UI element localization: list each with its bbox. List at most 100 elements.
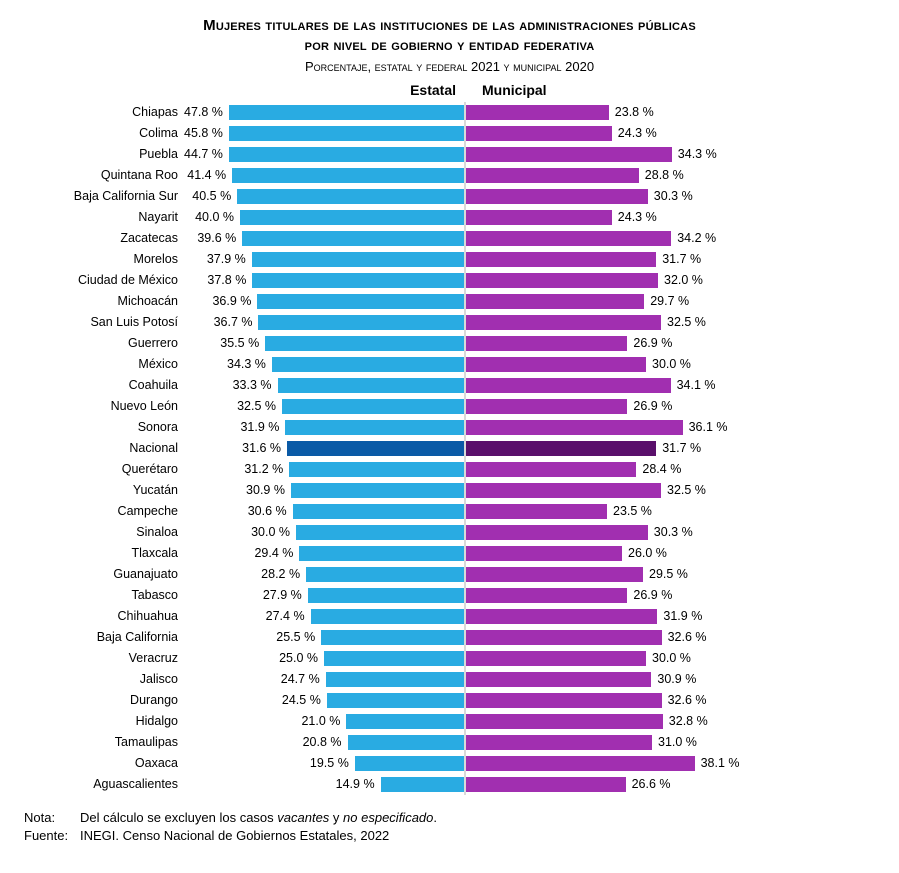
municipal-value: 31.7 % (656, 252, 701, 266)
footnotes: Nota: Del cálculo se excluyen los casos … (24, 809, 875, 845)
estatal-value: 30.0 % (251, 525, 296, 539)
municipal-cell: 32.5 % (466, 483, 766, 498)
row-label: Tamaulipas (24, 735, 184, 749)
municipal-bar (466, 231, 671, 246)
table-row: Chiapas47.8 %23.8 % (24, 102, 875, 123)
municipal-bar (466, 756, 695, 771)
table-row: Sonora31.9 %36.1 % (24, 417, 875, 438)
estatal-value: 27.9 % (263, 588, 308, 602)
municipal-value: 30.0 % (646, 651, 691, 665)
municipal-value: 38.1 % (695, 756, 740, 770)
table-row: Tamaulipas 20.8 % 31.0 % (24, 732, 875, 753)
estatal-value: 45.8 % (184, 126, 229, 140)
table-row: Aguascalientes14.9 %26.6 % (24, 774, 875, 795)
row-label: Sonora (24, 420, 184, 434)
municipal-cell: 30.3 % (466, 525, 766, 540)
estatal-bar (232, 168, 464, 183)
municipal-bar (466, 567, 643, 582)
municipal-cell: 31.0 % (466, 735, 766, 750)
municipal-cell: 24.3 % (466, 210, 766, 225)
estatal-bar (242, 231, 464, 246)
estatal-bar (229, 105, 464, 120)
estatal-cell: 39.6 % (184, 231, 464, 246)
row-label: Durango (24, 693, 184, 707)
municipal-bar (466, 294, 644, 309)
estatal-bar (278, 378, 464, 393)
table-row: Tabasco27.9 %26.9 % (24, 585, 875, 606)
row-label: Puebla (24, 147, 184, 161)
estatal-cell: 40.0 % (184, 210, 464, 225)
estatal-bar (265, 336, 464, 351)
municipal-cell: 36.1 % (466, 420, 766, 435)
estatal-value: 40.0 % (195, 210, 240, 224)
municipal-cell: 24.3 % (466, 126, 766, 141)
estatal-cell: 27.4 % (184, 609, 464, 624)
footnote-fuente: Fuente: INEGI. Censo Nacional de Gobiern… (24, 827, 875, 845)
estatal-cell: 31.9 % (184, 420, 464, 435)
municipal-value: 34.3 % (672, 147, 717, 161)
chart-subtitle: Porcentaje, estatal y federal 2021 y mun… (24, 59, 875, 74)
municipal-bar (466, 126, 612, 141)
table-row: Yucatán30.9 %32.5 % (24, 480, 875, 501)
row-label: Hidalgo (24, 714, 184, 728)
estatal-value: 35.5 % (220, 336, 265, 350)
municipal-bar (466, 336, 627, 351)
row-label: Tlaxcala (24, 546, 184, 560)
estatal-cell: 45.8 % (184, 126, 464, 141)
estatal-value: 44.7 % (184, 147, 229, 161)
estatal-value: 14.9 % (336, 777, 381, 791)
row-label: Sinaloa (24, 525, 184, 539)
estatal-bar (355, 756, 464, 771)
estatal-value: 20.8 % (303, 735, 348, 749)
estatal-bar (252, 273, 464, 288)
estatal-value: 24.5 % (282, 693, 327, 707)
estatal-value: 29.4 % (254, 546, 299, 560)
municipal-value: 32.6 % (662, 630, 707, 644)
municipal-cell: 30.0 % (466, 357, 766, 372)
municipal-value: 34.2 % (671, 231, 716, 245)
table-row: Baja California25.5 %32.6 % (24, 627, 875, 648)
estatal-cell: 30.9 % (184, 483, 464, 498)
municipal-bar (466, 651, 646, 666)
municipal-cell: 29.5 % (466, 567, 766, 582)
municipal-value: 26.6 % (626, 777, 671, 791)
estatal-value: 31.6 % (242, 441, 287, 455)
municipal-cell: 30.9 % (466, 672, 766, 687)
table-row: Nacional31.6 %31.7 % (24, 438, 875, 459)
row-label: Baja California Sur (24, 189, 184, 203)
municipal-bar (466, 189, 648, 204)
municipal-cell: 26.9 % (466, 399, 766, 414)
estatal-bar (285, 420, 464, 435)
estatal-cell: 37.9 % (184, 252, 464, 267)
table-row: Sinaloa 30.0 % 30.3 % (24, 522, 875, 543)
estatal-bar (306, 567, 464, 582)
row-label: Oaxaca (24, 756, 184, 770)
municipal-cell: 38.1 % (466, 756, 766, 771)
municipal-value: 24.3 % (612, 126, 657, 140)
estatal-bar (327, 693, 464, 708)
row-label: Tabasco (24, 588, 184, 602)
estatal-cell: 24.7 % (184, 672, 464, 687)
title-line-2: por nivel de gobierno y entidad federati… (305, 37, 595, 54)
estatal-value: 19.5 % (310, 756, 355, 770)
estatal-value: 27.4 % (266, 609, 311, 623)
municipal-cell: 31.7 % (466, 252, 766, 267)
estatal-bar (258, 315, 464, 330)
chart-title: Mujeres titulares de las instituciones d… (24, 16, 875, 57)
estatal-value: 41.4 % (187, 168, 232, 182)
table-row: Chihuahua27.4 %31.9 % (24, 606, 875, 627)
row-label: Coahuila (24, 378, 184, 392)
municipal-cell: 23.5 % (466, 504, 766, 519)
municipal-bar (466, 462, 636, 477)
municipal-value: 31.0 % (652, 735, 697, 749)
estatal-value: 33.3 % (233, 378, 278, 392)
table-row: Guerrero35.5 %26.9 % (24, 333, 875, 354)
row-label: Nayarit (24, 210, 184, 224)
nota-text: Del cálculo se excluyen los casos vacant… (80, 809, 437, 827)
estatal-cell: 27.9 % (184, 588, 464, 603)
municipal-value: 29.7 % (644, 294, 689, 308)
estatal-bar (296, 525, 464, 540)
estatal-cell: 25.0 % (184, 651, 464, 666)
municipal-value: 30.3 % (648, 189, 693, 203)
row-label: Jalisco (24, 672, 184, 686)
